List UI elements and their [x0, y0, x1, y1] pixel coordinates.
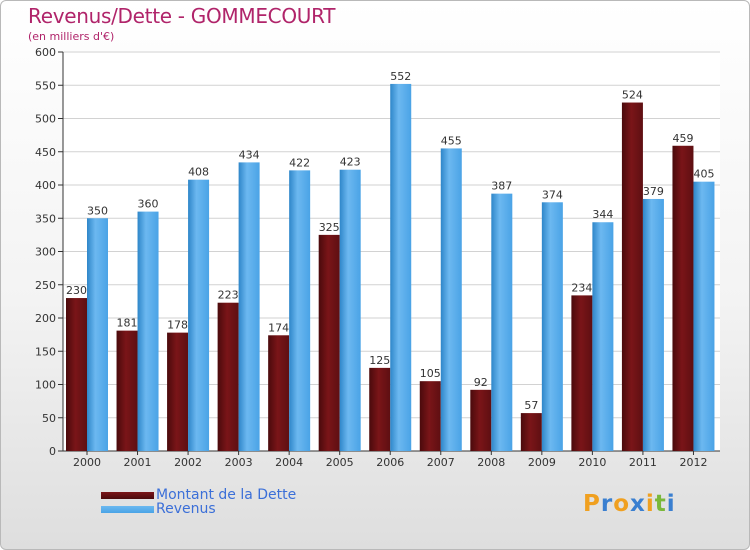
data-label-dette: 524	[622, 89, 643, 102]
y-tick-label: 600	[35, 46, 56, 59]
data-label-dette: 459	[672, 132, 693, 145]
data-label-dette: 230	[66, 284, 87, 297]
logo-letter: i	[645, 491, 655, 517]
x-tick-label: 2000	[73, 456, 101, 469]
bar-dette	[520, 413, 542, 451]
data-label-revenus: 408	[188, 166, 209, 179]
logo-letter: P	[583, 491, 601, 517]
logo-letter: i	[666, 491, 676, 517]
bar-revenus	[289, 170, 311, 451]
x-tick-label: 2010	[578, 456, 606, 469]
legend-item-dette: Montant de la Dette	[101, 487, 296, 503]
data-label-revenus: 552	[390, 70, 411, 83]
x-tick-label: 2007	[427, 456, 455, 469]
logo-letter: t	[654, 491, 667, 517]
y-tick-label: 350	[35, 212, 56, 225]
x-tick-label: 2011	[629, 456, 657, 469]
legend-label-dette: Montant de la Dette	[156, 487, 297, 503]
bar-revenus	[238, 162, 260, 451]
y-tick-label: 300	[35, 246, 56, 259]
y-tick-label: 400	[35, 179, 56, 192]
data-label-revenus: 434	[239, 148, 260, 161]
data-label-dette: 234	[571, 281, 592, 294]
data-label-dette: 178	[167, 319, 188, 332]
bar-revenus	[390, 83, 412, 452]
data-label-revenus: 455	[441, 134, 462, 147]
data-label-revenus: 387	[491, 180, 512, 193]
data-label-dette: 105	[420, 367, 441, 380]
bar-revenus	[87, 218, 108, 451]
y-tick-label: 500	[35, 113, 56, 126]
bar-dette	[419, 381, 441, 451]
bar-dette	[167, 332, 189, 451]
data-label-revenus: 379	[643, 185, 664, 198]
chart-title: Revenus/Dette - GOMMECOURT	[28, 4, 336, 28]
data-label-revenus: 423	[340, 156, 361, 169]
x-tick-label: 2006	[376, 456, 404, 469]
data-label-dette: 181	[117, 317, 138, 330]
y-tick-label: 550	[35, 79, 56, 92]
data-label-dette: 92	[474, 376, 488, 389]
y-tick-label: 250	[35, 279, 56, 292]
x-tick-label: 2005	[326, 456, 354, 469]
logo-letter: x	[630, 491, 646, 517]
data-label-dette: 325	[319, 221, 340, 234]
logo-letter: r	[600, 491, 614, 517]
data-label-dette: 57	[524, 399, 538, 412]
y-tick-label: 0	[49, 445, 56, 458]
y-tick-label: 200	[35, 312, 56, 325]
bar-dette	[116, 330, 138, 451]
chart-subtitle: (en milliers d'€)	[28, 30, 115, 43]
bar-revenus	[541, 202, 563, 451]
logo-letter: o	[613, 491, 631, 517]
data-label-dette: 125	[369, 354, 390, 367]
data-label-revenus: 344	[592, 208, 613, 221]
x-tick-label: 2008	[477, 456, 505, 469]
bar-revenus	[440, 148, 462, 452]
bar-dette	[672, 145, 694, 451]
bar-dette	[621, 102, 643, 451]
bar-revenus	[592, 222, 614, 451]
legend-swatch-revenus	[101, 505, 154, 513]
bar-dette	[470, 389, 492, 451]
y-tick-label: 150	[35, 345, 56, 358]
data-label-revenus: 374	[542, 188, 563, 201]
bar-revenus	[491, 193, 513, 451]
proxiti-logo: Proxiti	[583, 491, 676, 517]
data-label-revenus: 360	[138, 198, 159, 211]
x-tick-label: 2004	[275, 456, 303, 469]
data-label-dette: 223	[218, 289, 239, 302]
bar-dette	[268, 335, 290, 451]
data-label-revenus: 405	[693, 168, 714, 181]
x-tick-label: 2002	[174, 456, 202, 469]
y-tick-label: 450	[35, 146, 56, 159]
y-tick-label: 50	[42, 412, 56, 425]
legend-item-revenus: Revenus	[101, 501, 216, 517]
y-tick-label: 100	[35, 379, 56, 392]
data-label-revenus: 422	[289, 156, 310, 169]
bar-dette	[571, 295, 593, 451]
legend-label-revenus: Revenus	[156, 501, 216, 517]
bar-dette	[217, 302, 239, 451]
x-tick-label: 2003	[225, 456, 253, 469]
x-tick-label: 2009	[528, 456, 556, 469]
data-label-dette: 174	[268, 321, 289, 334]
x-tick-label: 2012	[679, 456, 707, 469]
bar-dette	[318, 234, 340, 451]
bar-dette	[66, 298, 87, 451]
bar-revenus	[693, 181, 715, 452]
legend-swatch-dette	[101, 491, 154, 499]
x-tick-label: 2001	[124, 456, 152, 469]
bar-dette	[369, 367, 391, 451]
bar-revenus	[188, 179, 210, 451]
data-label-revenus: 350	[87, 204, 108, 217]
bar-revenus	[339, 169, 361, 451]
bar-revenus	[642, 198, 664, 451]
bar-revenus	[137, 211, 159, 451]
